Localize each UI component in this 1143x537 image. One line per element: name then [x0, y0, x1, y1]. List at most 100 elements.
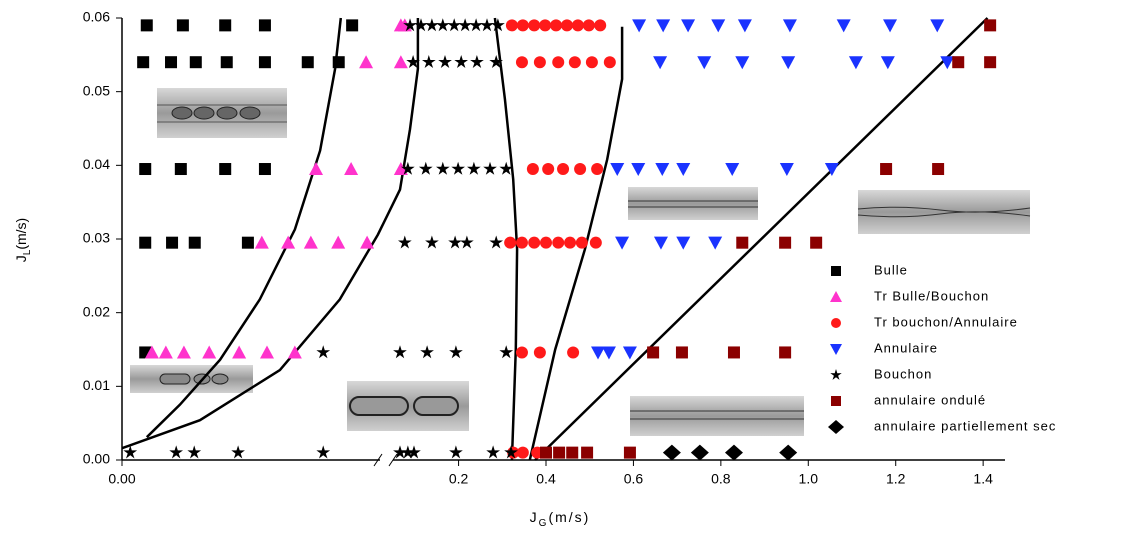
marker-square	[190, 56, 202, 68]
marker-square	[624, 447, 636, 459]
marker-star	[449, 445, 463, 458]
marker-circle	[557, 163, 569, 175]
marker-triangle	[615, 237, 629, 250]
marker-square	[984, 19, 996, 31]
marker-circle	[576, 237, 588, 249]
marker-star	[460, 236, 474, 249]
y-tick-label: 0.04	[83, 156, 110, 172]
marker-square	[728, 346, 740, 358]
marker-triangle	[735, 56, 749, 69]
marker-star	[438, 55, 452, 68]
marker-circle	[517, 19, 529, 31]
marker-square	[259, 19, 271, 31]
marker-triangle	[837, 19, 851, 32]
y-tick-label: 0.00	[83, 451, 110, 467]
marker-square	[166, 237, 178, 249]
photo-wavy	[858, 190, 1030, 234]
marker-circle	[591, 163, 603, 175]
marker-square	[779, 237, 791, 249]
marker-square	[302, 56, 314, 68]
marker-triangle	[930, 19, 944, 32]
marker-circle	[574, 163, 586, 175]
photo-dry	[630, 396, 804, 436]
marker-triangle	[281, 236, 295, 249]
marker-circle	[586, 56, 598, 68]
photo-tr-bubble	[130, 365, 253, 393]
legend-marker	[831, 318, 841, 328]
marker-triangle	[711, 19, 725, 32]
marker-circle	[567, 346, 579, 358]
legend-marker	[828, 420, 844, 434]
marker-triangle	[359, 55, 373, 68]
marker-triangle	[623, 346, 637, 359]
x-tick-label: 0.00	[108, 471, 135, 487]
marker-triangle	[331, 236, 345, 249]
marker-star	[425, 236, 439, 249]
marker-triangle	[676, 237, 690, 250]
marker-square	[932, 163, 944, 175]
marker-circle	[516, 346, 528, 358]
marker-square	[553, 447, 565, 459]
marker-square	[581, 447, 593, 459]
marker-star	[414, 18, 428, 31]
marker-triangle	[655, 163, 669, 176]
marker-diamond	[779, 445, 797, 461]
marker-square	[540, 447, 552, 459]
marker-circle	[594, 19, 606, 31]
marker-square	[242, 237, 254, 249]
legend-marker	[830, 291, 842, 302]
x-label-unit: (m/s)	[548, 509, 590, 525]
marker-square	[647, 346, 659, 358]
x-tick-label: 1.2	[886, 471, 906, 487]
marker-triangle	[725, 163, 739, 176]
marker-triangle	[697, 56, 711, 69]
marker-circle	[528, 237, 540, 249]
marker-star	[458, 18, 472, 31]
marker-star	[489, 236, 503, 249]
marker-circle	[561, 19, 573, 31]
marker-circle	[534, 56, 546, 68]
legend-label: Tr bouchon/Annulaire	[874, 314, 1018, 329]
marker-circle	[552, 56, 564, 68]
marker-circle	[540, 237, 552, 249]
y-tick-label: 0.01	[83, 377, 110, 393]
marker-circle	[552, 237, 564, 249]
marker-star	[393, 345, 407, 358]
marker-star	[451, 162, 465, 175]
marker-circle	[569, 56, 581, 68]
marker-circle	[528, 19, 540, 31]
marker-triangle	[654, 237, 668, 250]
legend-marker	[830, 344, 842, 355]
chart: JL(m/s) JG(m/s) 0.000.010.020.030.040.05…	[0, 0, 1143, 532]
legend-label: annulaire ondulé	[874, 392, 986, 407]
marker-diamond	[725, 445, 743, 461]
marker-circle	[539, 19, 551, 31]
y-label-main: J	[13, 255, 29, 262]
marker-square	[984, 56, 996, 68]
marker-triangle	[255, 236, 269, 249]
marker-square	[139, 163, 151, 175]
marker-triangle	[304, 236, 318, 249]
marker-star	[447, 18, 461, 31]
x-axis-label: JG(m/s)	[530, 509, 591, 529]
marker-circle	[504, 237, 516, 249]
marker-triangle	[260, 345, 274, 358]
marker-triangle	[159, 345, 173, 358]
marker-star	[470, 55, 484, 68]
x-tick-label: 0.4	[536, 471, 556, 487]
marker-star	[316, 445, 330, 458]
marker-triangle	[738, 19, 752, 32]
marker-triangle	[781, 56, 795, 69]
marker-square	[810, 237, 822, 249]
marker-star	[467, 162, 481, 175]
y-tick-label: 0.06	[83, 9, 110, 25]
marker-triangle	[783, 19, 797, 32]
marker-triangle	[631, 163, 645, 176]
marker-star	[419, 162, 433, 175]
marker-circle	[506, 19, 518, 31]
legend-label: Tr Bulle/Bouchon	[874, 288, 989, 303]
marker-square	[736, 237, 748, 249]
marker-square	[175, 163, 187, 175]
marker-diamond	[691, 445, 709, 461]
marker-circle	[572, 19, 584, 31]
